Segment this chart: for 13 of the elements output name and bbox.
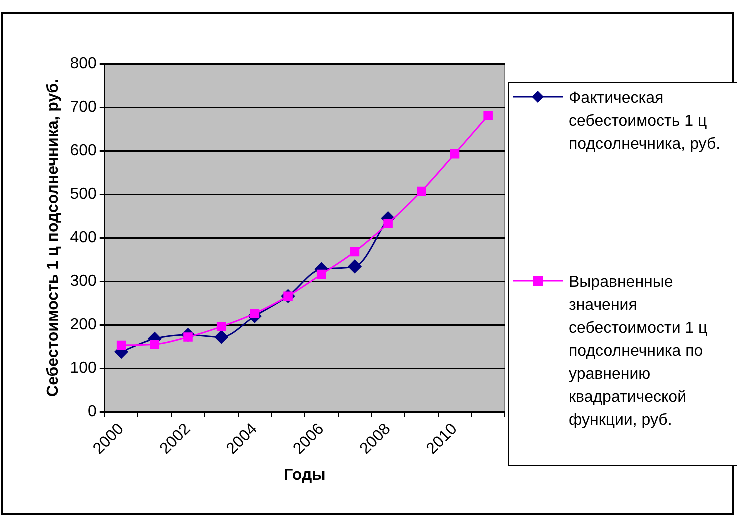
y-axis-title: Себестоимость 1 ц подсолнечника, руб.: [45, 79, 62, 397]
y-tick-label: 400: [70, 229, 97, 246]
y-tick-label: 200: [70, 316, 97, 334]
legend-label: Фактическая себестоимость 1 ц подсолнечника, руб.: [569, 89, 722, 155]
y-tick-label: 300: [70, 272, 97, 290]
x-axis-title: Годы: [284, 466, 326, 484]
y-tick-label: 0: [88, 403, 97, 420]
y-tick-label: 100: [70, 360, 97, 377]
legend-label: Выравненные значения себестоимости 1 ц подсолнечника по уравнению квадратической функции, руб.: [569, 273, 709, 431]
y-tick-label: 800: [70, 55, 97, 72]
y-tick-label: 500: [70, 186, 97, 203]
y-tick-label: 600: [70, 142, 97, 160]
y-tick-label: 700: [70, 98, 97, 116]
